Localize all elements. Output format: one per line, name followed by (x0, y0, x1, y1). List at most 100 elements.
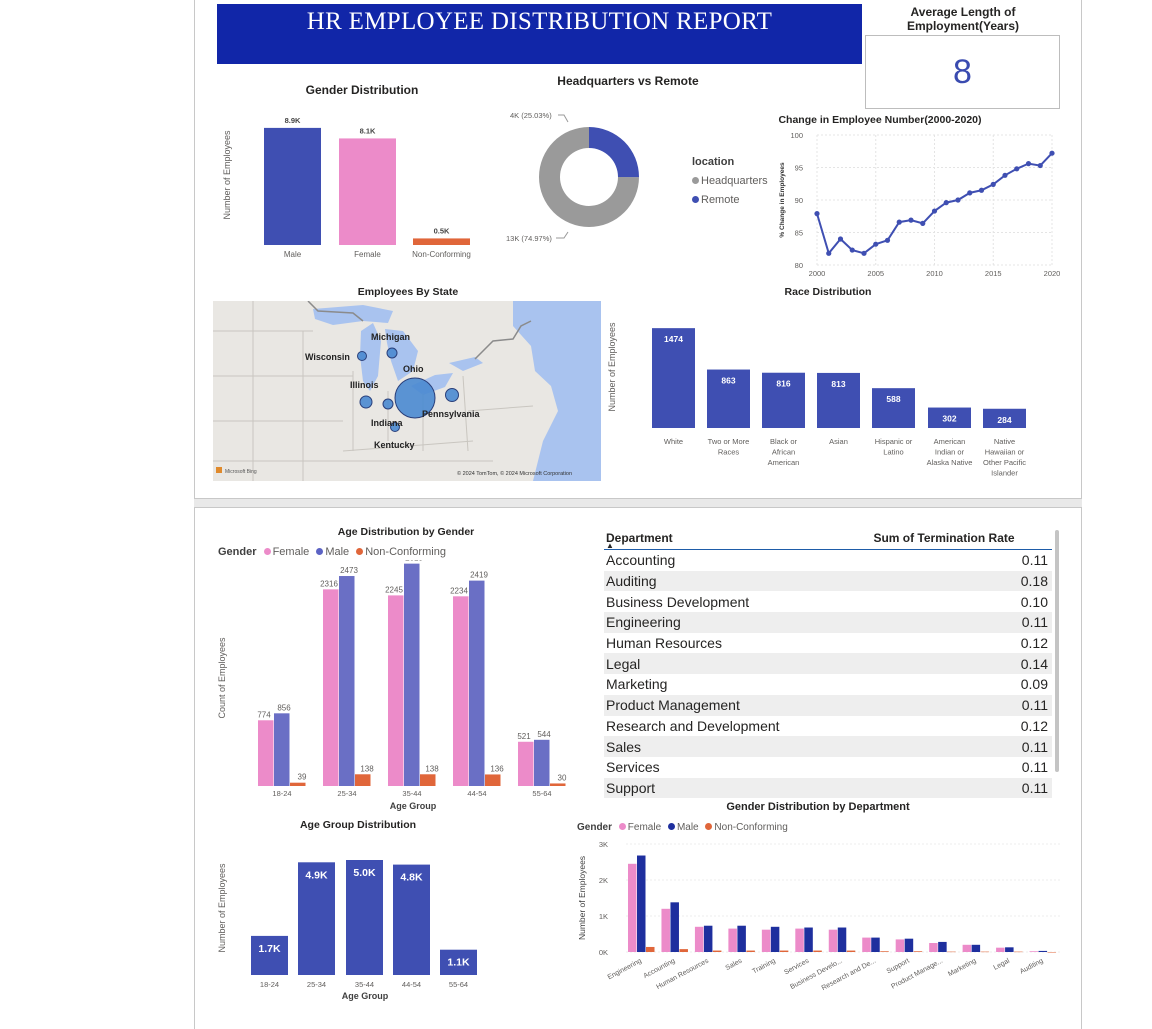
table-row[interactable]: Support 0.11 (604, 777, 1052, 799)
remote-dot-icon (692, 196, 699, 203)
x-tick-label: Native Hawaiian or Other Pacific Islander (983, 437, 1026, 478)
gender-chart-title: Gender Distribution (305, 83, 419, 97)
table-header: Department Sum of Termination Rate ▲ (604, 527, 1052, 550)
change-line-chart[interactable]: % Change in Employees 80 85 90 95 100 2000 2005… (770, 128, 1070, 283)
table-scrollbar[interactable] (1055, 530, 1059, 772)
x-tick-label: 44-54 (402, 980, 421, 989)
legend-item-male[interactable]: Male (664, 822, 699, 833)
data-label: 588 (886, 394, 900, 404)
table-row[interactable]: Sales 0.11 (604, 736, 1052, 757)
y-tick-label: 100 (790, 131, 803, 140)
avg-length-value: 8 (953, 52, 972, 91)
data-point (1014, 166, 1020, 172)
data-point (1002, 172, 1008, 178)
x-tick-label: Auditing (1019, 958, 1045, 976)
legend-item-nonconforming[interactable]: Non-Conforming (701, 822, 788, 833)
x-tick-label: Hispanic or Latino (875, 437, 913, 457)
legend-item-male[interactable]: Male (312, 546, 349, 558)
y-axis-label: Number of Employees (222, 130, 232, 220)
bar-non-conforming (290, 782, 306, 786)
age-group-bar-chart[interactable]: Number of Employees 1.7K 18-24 4.9K 25-34 5.0… (210, 835, 490, 1005)
bar-male (1038, 950, 1048, 952)
table-row[interactable]: Research and Development 0.12 (604, 716, 1052, 737)
x-tick-label: Male (284, 250, 302, 259)
x-tick-label: Legal (993, 957, 1012, 971)
rate-cell: 0.10 (1020, 593, 1048, 610)
data-point (908, 217, 914, 223)
legend-item-remote[interactable]: Remote (692, 191, 768, 210)
table-row[interactable]: Human Resources 0.12 (604, 633, 1052, 654)
department-cell: Sales (606, 738, 642, 755)
table-row[interactable]: Services 0.11 (604, 757, 1052, 778)
data-label-headquarters: 13K (74.97%) (506, 234, 552, 243)
x-tick-label: 25-34 (307, 980, 326, 989)
legend-item-headquarters[interactable]: Headquarters (692, 172, 768, 191)
x-tick-label: White (664, 437, 683, 446)
bar-age-group (393, 864, 430, 975)
x-tick-label: Marketing (947, 958, 978, 979)
legend-item-female[interactable]: Female (615, 822, 661, 833)
data-label: 1.1K (447, 957, 470, 969)
col-department-header[interactable]: Department (606, 531, 673, 545)
x-tick-label: 2005 (867, 269, 884, 278)
legend-item-nonconforming[interactable]: Non-Conforming (352, 546, 446, 558)
termination-table[interactable]: Department Sum of Termination Rate ▲ Acc… (604, 527, 1052, 799)
bing-logo-icon (216, 467, 222, 473)
col-rate-header[interactable]: Sum of Termination Rate (873, 531, 1015, 545)
table-row[interactable]: Legal 0.14 (604, 653, 1052, 675)
table-row[interactable]: Product Management 0.11 (604, 694, 1052, 716)
y-axis-label: Number of Employees (577, 856, 587, 940)
state-bubble (394, 377, 436, 419)
sort-asc-icon[interactable]: ▲ (606, 541, 614, 550)
data-label: 0.5K (434, 226, 450, 235)
bar-female (453, 596, 469, 786)
male-dot-icon (667, 823, 675, 830)
table-row[interactable]: Auditing 0.18 (604, 570, 1052, 592)
rate-cell: 0.18 (1020, 573, 1048, 590)
gender-bar-chart[interactable]: Number of Employees 8.9K Male 8.1K Female 0.5… (210, 100, 500, 270)
x-axis-label: Age Group (390, 801, 437, 811)
x-tick-label: 25-34 (337, 789, 356, 798)
bar-non-conforming (880, 951, 889, 952)
data-point (943, 200, 949, 206)
employees-by-state-map[interactable]: Michigan Wisconsin Ohio Illinois Pennsylvani… (213, 301, 601, 481)
data-point (826, 250, 832, 256)
department-cell: Business Development (606, 593, 750, 610)
data-label: 2619 (405, 560, 423, 563)
bar-female (996, 947, 1005, 952)
x-tick-label: Sales (725, 957, 744, 972)
state-label: Pennsylvania (422, 409, 481, 419)
bar-male (469, 580, 485, 786)
bar-female (929, 943, 938, 952)
avg-length-card[interactable]: 8 (865, 35, 1060, 109)
bar-female (258, 720, 274, 786)
x-tick-label: 2010 (926, 269, 943, 278)
location-chart-title: Headquarters vs Remote (557, 74, 699, 88)
bar-race (983, 408, 1026, 428)
legend-item-female[interactable]: Female (260, 546, 309, 558)
bar-male (770, 926, 780, 952)
data-point (814, 211, 820, 217)
data-label: 138 (360, 764, 374, 773)
map-attribution-left: Microsoft Bing (225, 469, 257, 475)
bar-race (817, 372, 860, 428)
bar-race (928, 407, 971, 428)
table-row[interactable]: Business Development 0.10 (604, 591, 1052, 612)
department-cell: Research and Development (606, 717, 780, 734)
race-bar-chart[interactable]: Number of Employees 1474 White 863 Two or Mo… (603, 300, 1043, 485)
rate-cell: 0.11 (1021, 614, 1048, 631)
nonconforming-dot-icon (356, 548, 364, 555)
table-row[interactable]: Accounting 0.11 (604, 550, 1052, 571)
data-label: 284 (997, 415, 1011, 425)
bar-female (828, 929, 838, 952)
data-point (1049, 150, 1055, 156)
table-row[interactable]: Engineering 0.11 (604, 612, 1052, 633)
bar-female (862, 937, 871, 952)
x-tick-label: 18-24 (272, 789, 291, 798)
table-row[interactable]: Marketing 0.09 (604, 674, 1052, 695)
slice-headquarters (539, 127, 639, 227)
location-donut-chart[interactable]: 4K (25.03%) 13K (74.97%) (500, 100, 690, 260)
department-cell: Product Management (606, 697, 740, 714)
